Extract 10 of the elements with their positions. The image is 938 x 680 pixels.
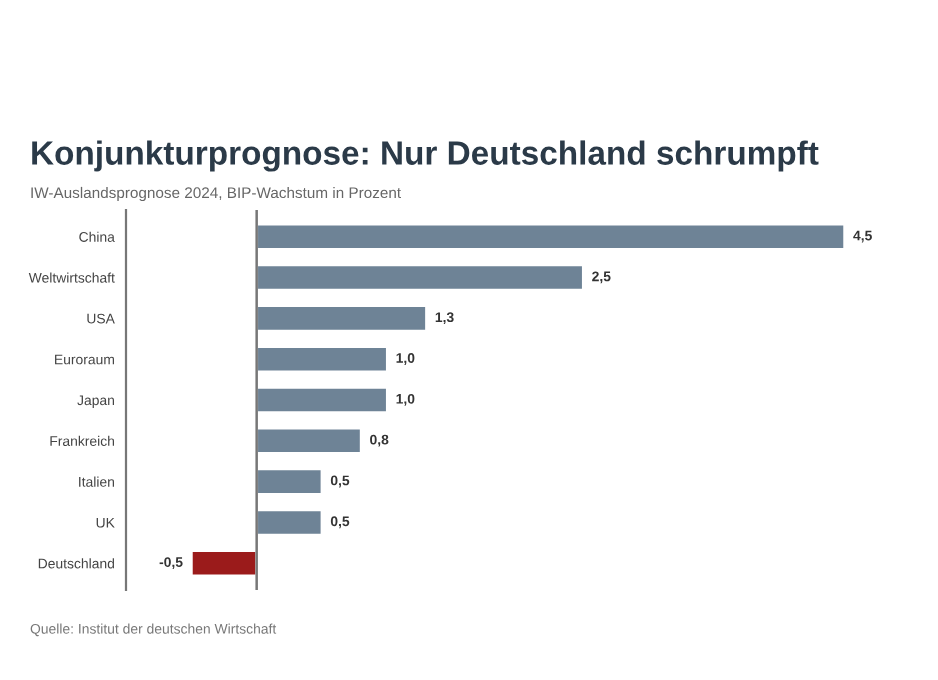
bar [255,222,847,251]
bar [255,345,389,374]
bar [255,508,324,537]
bar [255,304,428,333]
bar [255,426,363,455]
chart-title: Konjunkturprognose: Nur Deutschland schrumpft [32,140,819,172]
bar [255,263,585,292]
bar [255,385,389,415]
bar [189,549,259,578]
bar [255,467,324,496]
